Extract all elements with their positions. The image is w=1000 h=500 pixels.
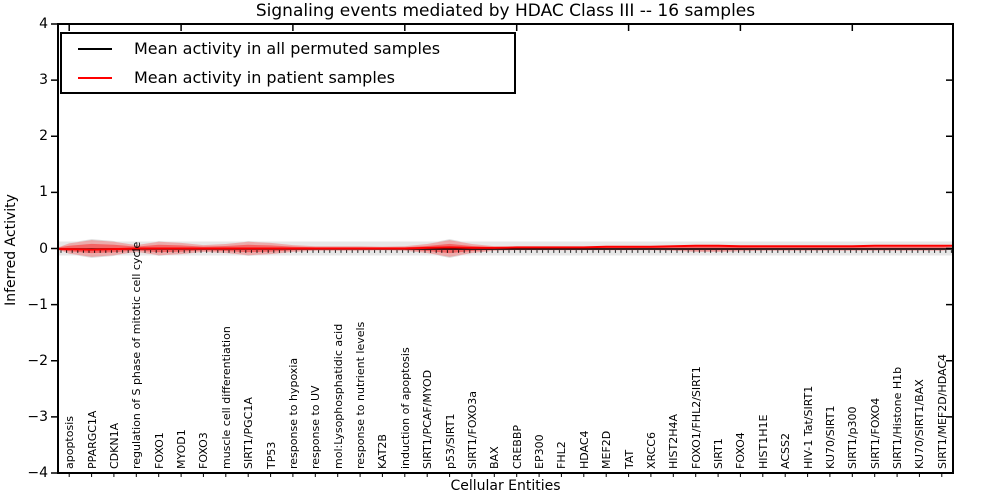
x-tick-label: MEF2D [600, 430, 614, 469]
y-tick-label: 2 [39, 128, 48, 145]
x-tick-label: response to UV [309, 385, 323, 469]
x-tick-label: HIV-1 Tat/SIRT1 [801, 385, 815, 469]
x-tick-label: SIRT1 [712, 438, 726, 469]
x-tick-label: induction of apoptosis [398, 347, 412, 469]
patient-mean-line [58, 244, 953, 251]
y-tick-label: 3 [39, 72, 48, 89]
x-tick-label: TAT [622, 449, 636, 469]
x-tick-label: SIRT1/PGC1A [242, 397, 256, 469]
x-tick-label: KAT2B [376, 434, 390, 469]
patient-line-swatch-icon [78, 76, 112, 79]
x-tick-label: regulation of S phase of mitotic cell cy… [130, 241, 144, 469]
x-tick-label: SIRT1/FOXO3a [465, 390, 479, 469]
permuted-line-swatch-icon [78, 47, 112, 50]
legend-label-patient: Mean activity in patient samples [134, 68, 395, 87]
x-tick-label: SIRT1/MEF2D/HDAC4 [935, 354, 949, 469]
x-tick-label: FOXO1 [152, 432, 166, 469]
x-tick-label: apoptosis [63, 416, 77, 469]
x-tick-label: CDKN1A [107, 422, 121, 469]
x-tick-label: EP300 [533, 434, 547, 469]
x-tick-label: SIRT1/Histone H1b [891, 366, 905, 469]
y-tick-label: 1 [39, 184, 48, 201]
x-axis-label: Cellular Entities [450, 478, 561, 494]
legend-item-patient: Mean activity in patient samples [62, 63, 514, 92]
x-tick-label: SIRT1/p300 [846, 406, 860, 469]
x-tick-label: mol:Lysophosphatidic acid [331, 323, 345, 469]
x-tick-label: SIRT1/FOXO4 [868, 397, 882, 469]
x-tick-label: FOXO4 [734, 432, 748, 469]
x-tick-label: response to hypoxia [286, 357, 300, 469]
x-tick-label: TP53 [264, 441, 278, 469]
legend-item-permuted: Mean activity in all permuted samples [62, 34, 514, 63]
x-tick-label: HIST2H4A [667, 413, 681, 469]
legend-label-permuted: Mean activity in all permuted samples [134, 39, 441, 58]
chart-title: Signaling events mediated by HDAC Class … [255, 1, 756, 21]
y-tick-label: 0 [39, 240, 48, 257]
x-tick-label: SIRT1/PCAF/MYOD [421, 369, 435, 469]
x-tick-label: BAX [488, 446, 502, 469]
x-tick-label: FHL2 [555, 441, 569, 469]
x-tick-label: response to nutrient levels [354, 321, 368, 469]
x-tick-label: FOXO1/FHL2/SIRT1 [689, 366, 703, 469]
y-tick-label: −3 [27, 408, 48, 425]
x-tick-label: MYOD1 [175, 429, 189, 469]
x-tick-label: XRCC6 [644, 432, 658, 469]
y-tick-label: −1 [27, 296, 48, 313]
x-tick-label: KU70/SIRT1 [823, 405, 837, 469]
y-tick-label: 4 [39, 16, 48, 32]
x-tick-label: ACSS2 [779, 433, 793, 469]
x-tick-label: HIST1H1E [756, 414, 770, 469]
y-tick-label: −4 [27, 465, 48, 481]
legend: Mean activity in all permuted samples Me… [60, 32, 516, 94]
x-tick-label: p53/SIRT1 [443, 413, 457, 469]
x-tick-label: muscle cell differentiation [219, 326, 233, 469]
x-tick-label: KU70/SIRT1/BAX [913, 379, 927, 469]
y-tick-label: −2 [27, 352, 48, 369]
x-tick-label: CREBBP [510, 425, 524, 469]
x-tick-label: PPARGC1A [85, 410, 99, 469]
x-tick-label: FOXO3 [197, 432, 211, 469]
x-tick-label: HDAC4 [577, 430, 591, 469]
